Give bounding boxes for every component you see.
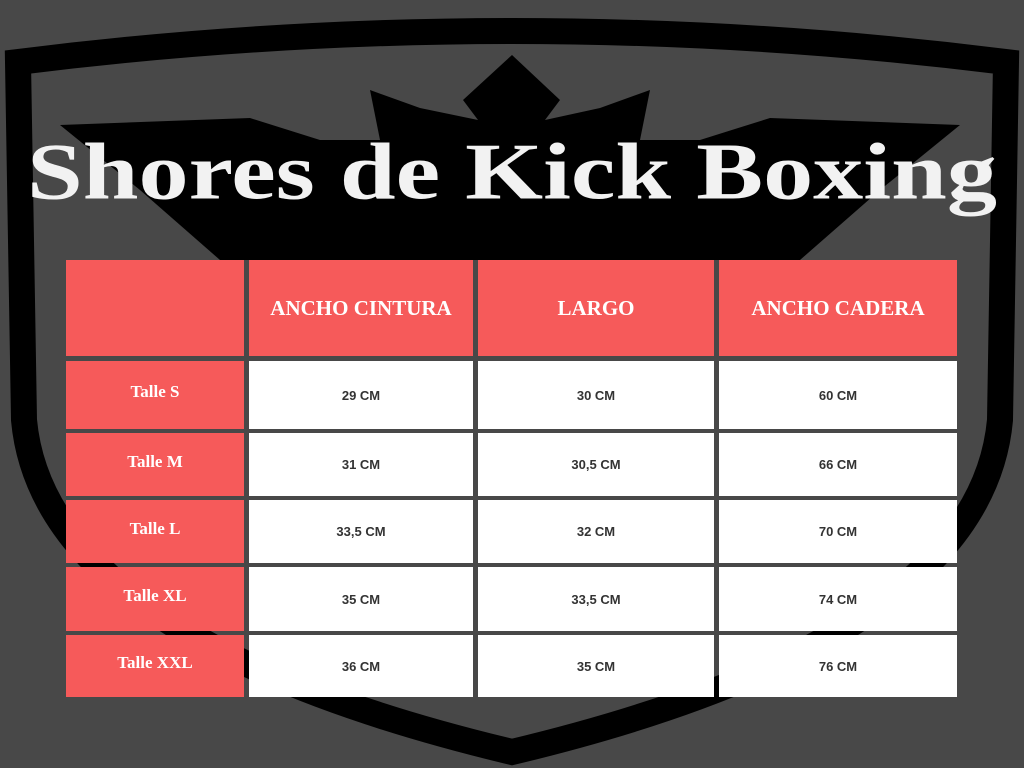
data-cell: 29 CM	[249, 361, 473, 429]
data-cell: 32 CM	[478, 500, 714, 563]
data-cell: 74 CM	[719, 567, 957, 631]
data-cell: 60 CM	[719, 361, 957, 429]
data-cell: 76 CM	[719, 635, 957, 697]
data-cell: 66 CM	[719, 433, 957, 496]
row-header: Talle XXL	[66, 635, 244, 697]
title: Shores de Kick Boxing	[27, 128, 997, 216]
data-cell: 70 CM	[719, 500, 957, 563]
corner-cell	[66, 260, 244, 356]
data-cell: 30,5 CM	[478, 433, 714, 496]
data-cell: 33,5 CM	[478, 567, 714, 631]
data-cell: 31 CM	[249, 433, 473, 496]
data-cell: 30 CM	[478, 361, 714, 429]
column-header: ANCHO CADERA	[719, 260, 957, 356]
crown	[60, 55, 960, 260]
data-cell: 36 CM	[249, 635, 473, 697]
row-header: Talle L	[66, 500, 244, 563]
data-cell: 33,5 CM	[249, 500, 473, 563]
row-header: Talle S	[66, 361, 244, 429]
column-header: LARGO	[478, 260, 714, 356]
data-cell: 35 CM	[478, 635, 714, 697]
data-cell: 35 CM	[249, 567, 473, 631]
column-header: ANCHO CINTURA	[249, 260, 473, 356]
row-header: Talle M	[66, 433, 244, 496]
row-header: Talle XL	[66, 567, 244, 631]
